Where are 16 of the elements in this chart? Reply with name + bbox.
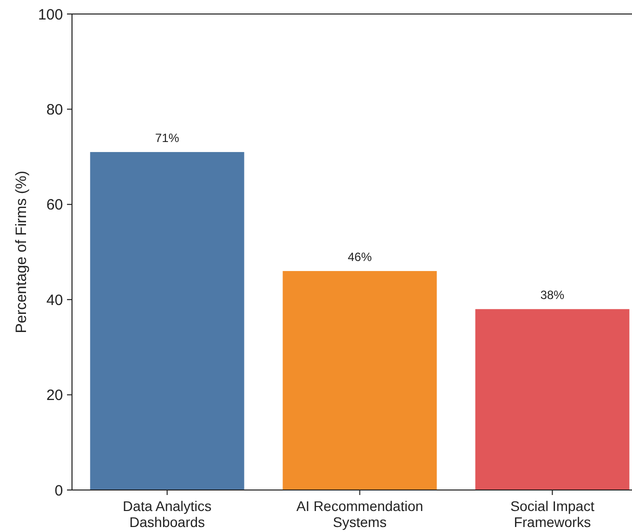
x-tick-label: Social Impact Frameworks xyxy=(510,498,594,530)
data-label: 38% xyxy=(540,288,565,302)
y-tick-label: 0 xyxy=(54,482,63,500)
data-label: 46% xyxy=(348,250,372,264)
data-label: 71% xyxy=(155,131,180,146)
y-axis-title: Percentage of Firms (%) xyxy=(13,170,30,334)
y-tick-label: 20 xyxy=(46,387,63,404)
y-tick-label: 60 xyxy=(46,196,63,214)
bar xyxy=(475,309,630,490)
bar xyxy=(282,271,437,490)
x-tick-label: AI Recommendation Systems xyxy=(296,498,424,530)
x-tick-label: Data Analytics Dashboards xyxy=(122,498,212,530)
y-tick-label: 40 xyxy=(46,292,63,309)
y-tick-label: 80 xyxy=(46,101,63,118)
y-tick-label: 100 xyxy=(38,6,63,24)
bar xyxy=(90,152,244,490)
